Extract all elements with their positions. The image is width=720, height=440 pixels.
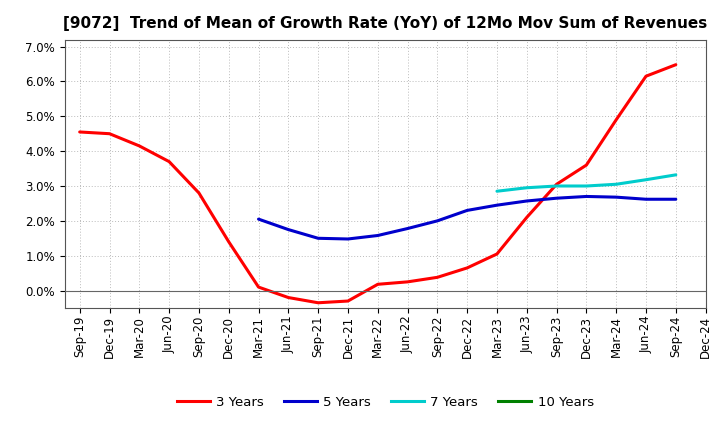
Legend: 3 Years, 5 Years, 7 Years, 10 Years: 3 Years, 5 Years, 7 Years, 10 Years <box>171 391 599 414</box>
3 Years <box>314 300 323 305</box>
3 Years <box>672 62 680 67</box>
3 Years <box>254 284 263 290</box>
5 Years <box>582 194 590 199</box>
7 Years <box>612 182 621 187</box>
3 Years <box>284 295 292 300</box>
3 Years <box>463 265 472 271</box>
7 Years <box>523 185 531 191</box>
3 Years <box>374 282 382 287</box>
5 Years <box>254 216 263 222</box>
3 Years <box>582 162 590 168</box>
7 Years <box>642 177 650 182</box>
3 Years <box>492 251 501 257</box>
3 Years <box>105 131 114 136</box>
3 Years <box>76 129 84 135</box>
7 Years <box>582 183 590 189</box>
7 Years <box>672 172 680 177</box>
3 Years <box>612 117 621 122</box>
5 Years <box>523 198 531 204</box>
7 Years <box>552 183 561 189</box>
5 Years <box>642 197 650 202</box>
5 Years <box>612 194 621 200</box>
5 Years <box>492 202 501 208</box>
Line: 7 Years: 7 Years <box>497 175 676 191</box>
7 Years <box>492 189 501 194</box>
5 Years <box>672 197 680 202</box>
5 Years <box>403 226 412 231</box>
Title: [9072]  Trend of Mean of Growth Rate (YoY) of 12Mo Mov Sum of Revenues: [9072] Trend of Mean of Growth Rate (YoY… <box>63 16 707 32</box>
3 Years <box>403 279 412 285</box>
3 Years <box>194 191 203 196</box>
Line: 5 Years: 5 Years <box>258 196 676 239</box>
5 Years <box>374 233 382 238</box>
5 Years <box>343 236 352 242</box>
3 Years <box>642 73 650 79</box>
5 Years <box>463 208 472 213</box>
3 Years <box>552 182 561 187</box>
5 Years <box>552 195 561 201</box>
3 Years <box>433 275 441 280</box>
3 Years <box>523 215 531 220</box>
3 Years <box>165 159 174 164</box>
3 Years <box>343 298 352 304</box>
5 Years <box>314 236 323 241</box>
5 Years <box>284 227 292 232</box>
3 Years <box>225 239 233 244</box>
5 Years <box>433 218 441 224</box>
3 Years <box>135 143 143 149</box>
Line: 3 Years: 3 Years <box>80 65 676 303</box>
